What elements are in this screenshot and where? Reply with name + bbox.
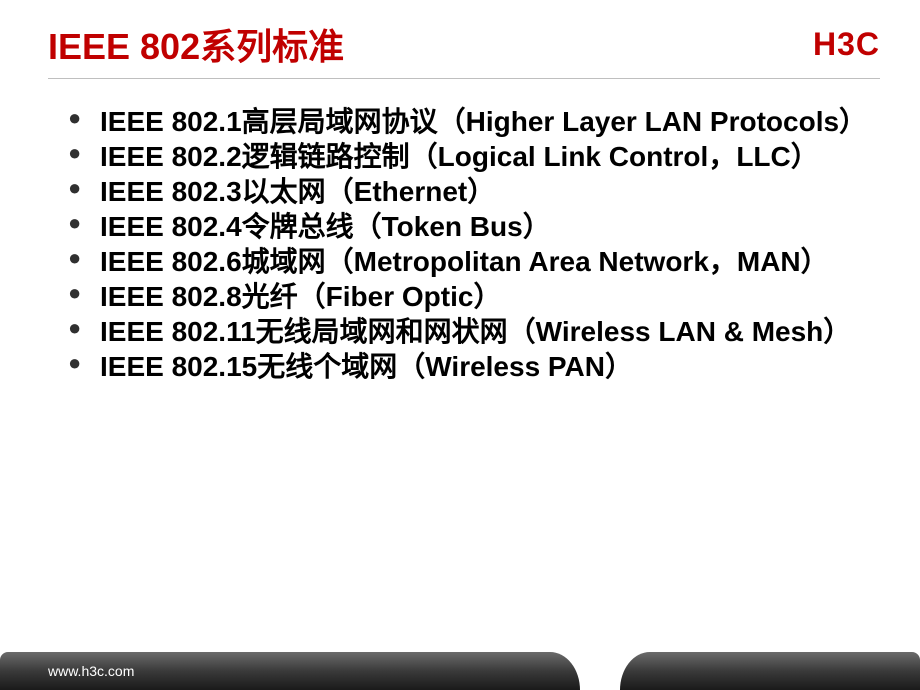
footer-right-bar <box>620 652 920 690</box>
bullet-list: IEEE 802.1高层局域网协议（Higher Layer LAN Proto… <box>68 104 860 384</box>
slide-title: IEEE 802系列标准 <box>48 18 344 70</box>
h3c-logo: H3C <box>813 26 880 63</box>
slide-content: IEEE 802.1高层局域网协议（Higher Layer LAN Proto… <box>0 79 920 384</box>
slide-footer: www.h3c.com <box>0 642 920 690</box>
list-item: IEEE 802.8光纤（Fiber Optic） <box>68 279 860 314</box>
list-item: IEEE 802.4令牌总线（Token Bus） <box>68 209 860 244</box>
list-item: IEEE 802.2逻辑链路控制（Logical Link Control，LL… <box>68 139 860 174</box>
list-item: IEEE 802.6城域网（Metropolitan Area Network，… <box>68 244 860 279</box>
slide-header: IEEE 802系列标准 H3C <box>0 0 920 78</box>
list-item: IEEE 802.3以太网（Ethernet） <box>68 174 860 209</box>
footer-left-bar: www.h3c.com <box>0 652 580 690</box>
footer-url: www.h3c.com <box>48 663 134 679</box>
list-item: IEEE 802.1高层局域网协议（Higher Layer LAN Proto… <box>68 104 860 139</box>
list-item: IEEE 802.15无线个域网（Wireless PAN） <box>68 349 860 384</box>
list-item: IEEE 802.11无线局域网和网状网（Wireless LAN & Mesh… <box>68 314 860 349</box>
